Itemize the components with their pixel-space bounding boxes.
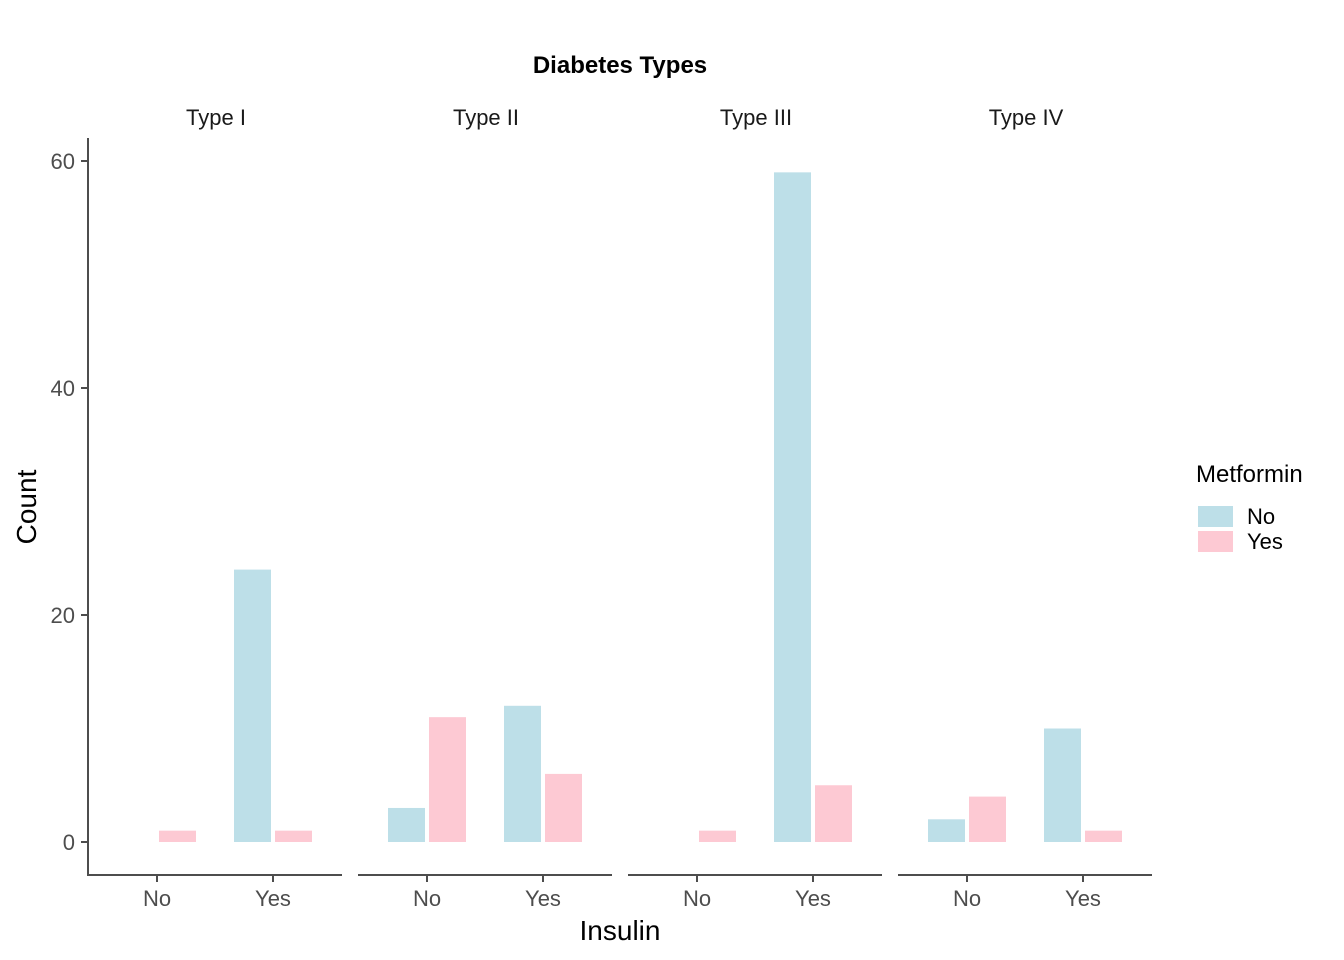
bar — [545, 773, 582, 842]
legend-title: Metformin — [1196, 461, 1303, 488]
bar — [504, 705, 541, 842]
bar — [234, 569, 271, 842]
facet-panel: Type II No Yes — [358, 105, 612, 911]
x-axis-title: Insulin — [580, 915, 661, 946]
bar — [275, 830, 312, 842]
y-tick-label: 20 — [51, 603, 75, 628]
chart-title: Diabetes Types — [533, 52, 707, 79]
facet-panel: Type IV No Yes — [898, 105, 1152, 911]
facet-strip-label: Type I — [186, 105, 246, 130]
bar — [815, 785, 852, 842]
bar — [159, 830, 196, 842]
bar — [774, 172, 811, 843]
legend-label: No — [1247, 504, 1275, 529]
bar — [969, 796, 1006, 842]
x-tick-label: Yes — [1065, 886, 1101, 911]
bar — [429, 717, 466, 842]
y-tick-label: 60 — [51, 149, 75, 174]
facet-strip-label: Type IV — [989, 105, 1064, 130]
x-tick-label: No — [953, 886, 981, 911]
facet-panel: Type I No Yes — [88, 105, 342, 911]
bar — [1085, 830, 1122, 842]
facet-strip-label: Type II — [453, 105, 519, 130]
legend-key — [1198, 506, 1233, 527]
x-tick-label: Yes — [255, 886, 291, 911]
x-tick-label: No — [143, 886, 171, 911]
bar — [388, 807, 425, 842]
legend-label: Yes — [1247, 529, 1283, 554]
x-tick-label: No — [683, 886, 711, 911]
bar — [699, 830, 736, 842]
bar — [1044, 728, 1081, 842]
y-axis: 0 20 40 60 — [51, 138, 89, 876]
bar — [928, 819, 965, 842]
facet-strip-label: Type III — [720, 105, 792, 130]
x-tick-label: No — [413, 886, 441, 911]
x-tick-label: Yes — [795, 886, 831, 911]
x-tick-label: Yes — [525, 886, 561, 911]
facet-panel: Type III No Yes — [628, 105, 882, 911]
y-tick-label: 0 — [63, 830, 75, 855]
y-tick-label: 40 — [51, 376, 75, 401]
y-axis-title: Count — [11, 469, 42, 544]
legend-key — [1198, 531, 1233, 552]
